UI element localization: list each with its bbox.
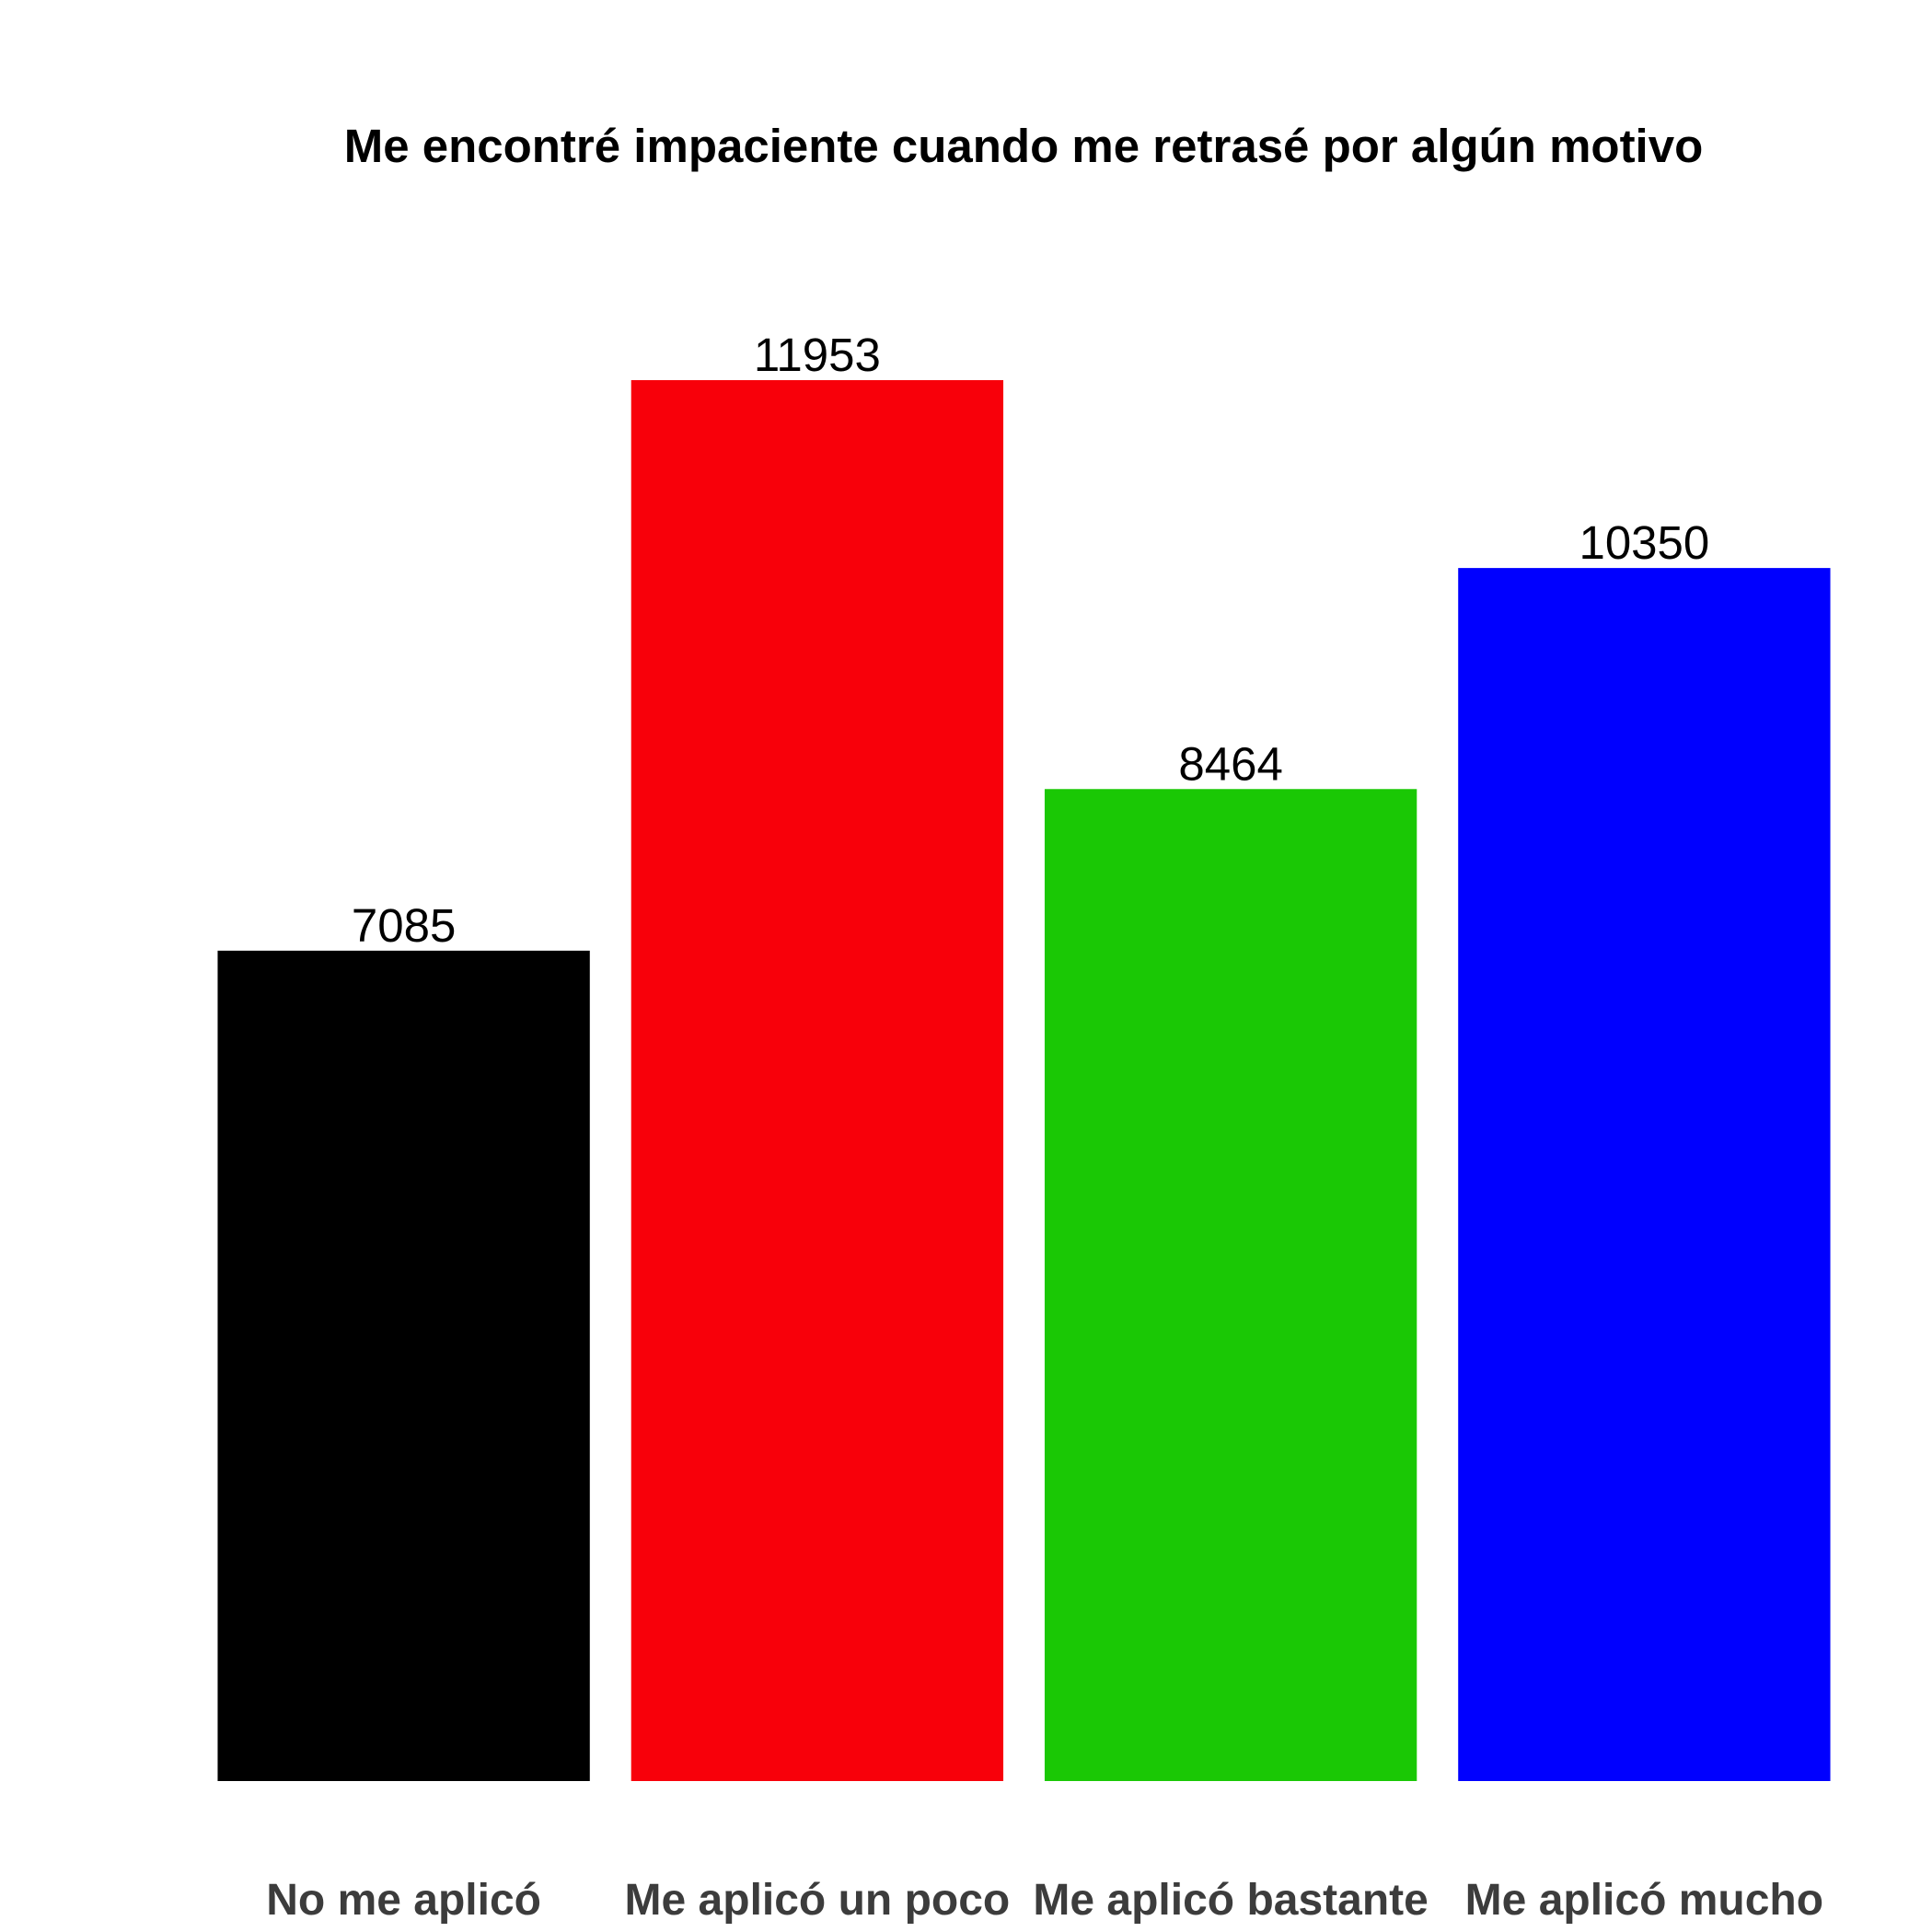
bar-2: [631, 380, 1004, 1781]
x-tick-label-1: No me aplicó: [266, 1876, 541, 1925]
x-tick-label-3: Me aplicó bastante: [1033, 1876, 1428, 1925]
value-label-2: 11953: [754, 329, 881, 381]
value-labels: 7085 11953 8464 10350: [352, 329, 1709, 952]
x-tick-label-2: Me aplicó un poco: [625, 1876, 1011, 1925]
x-tick-label-4: Me aplicó mucho: [1465, 1876, 1823, 1925]
chart-title: Me encontré impaciente cuando me retrasé…: [344, 120, 1704, 172]
bar-3: [1044, 789, 1417, 1782]
bar-4: [1458, 568, 1831, 1781]
value-label-4: 10350: [1579, 516, 1709, 569]
value-label-1: 7085: [352, 899, 456, 952]
x-axis-tick-labels: No me aplicó Me aplicó un poco Me aplicó b…: [266, 1876, 1823, 1925]
value-label-3: 8464: [1178, 737, 1282, 790]
bars: [217, 380, 1831, 1782]
bar-1: [217, 950, 590, 1781]
